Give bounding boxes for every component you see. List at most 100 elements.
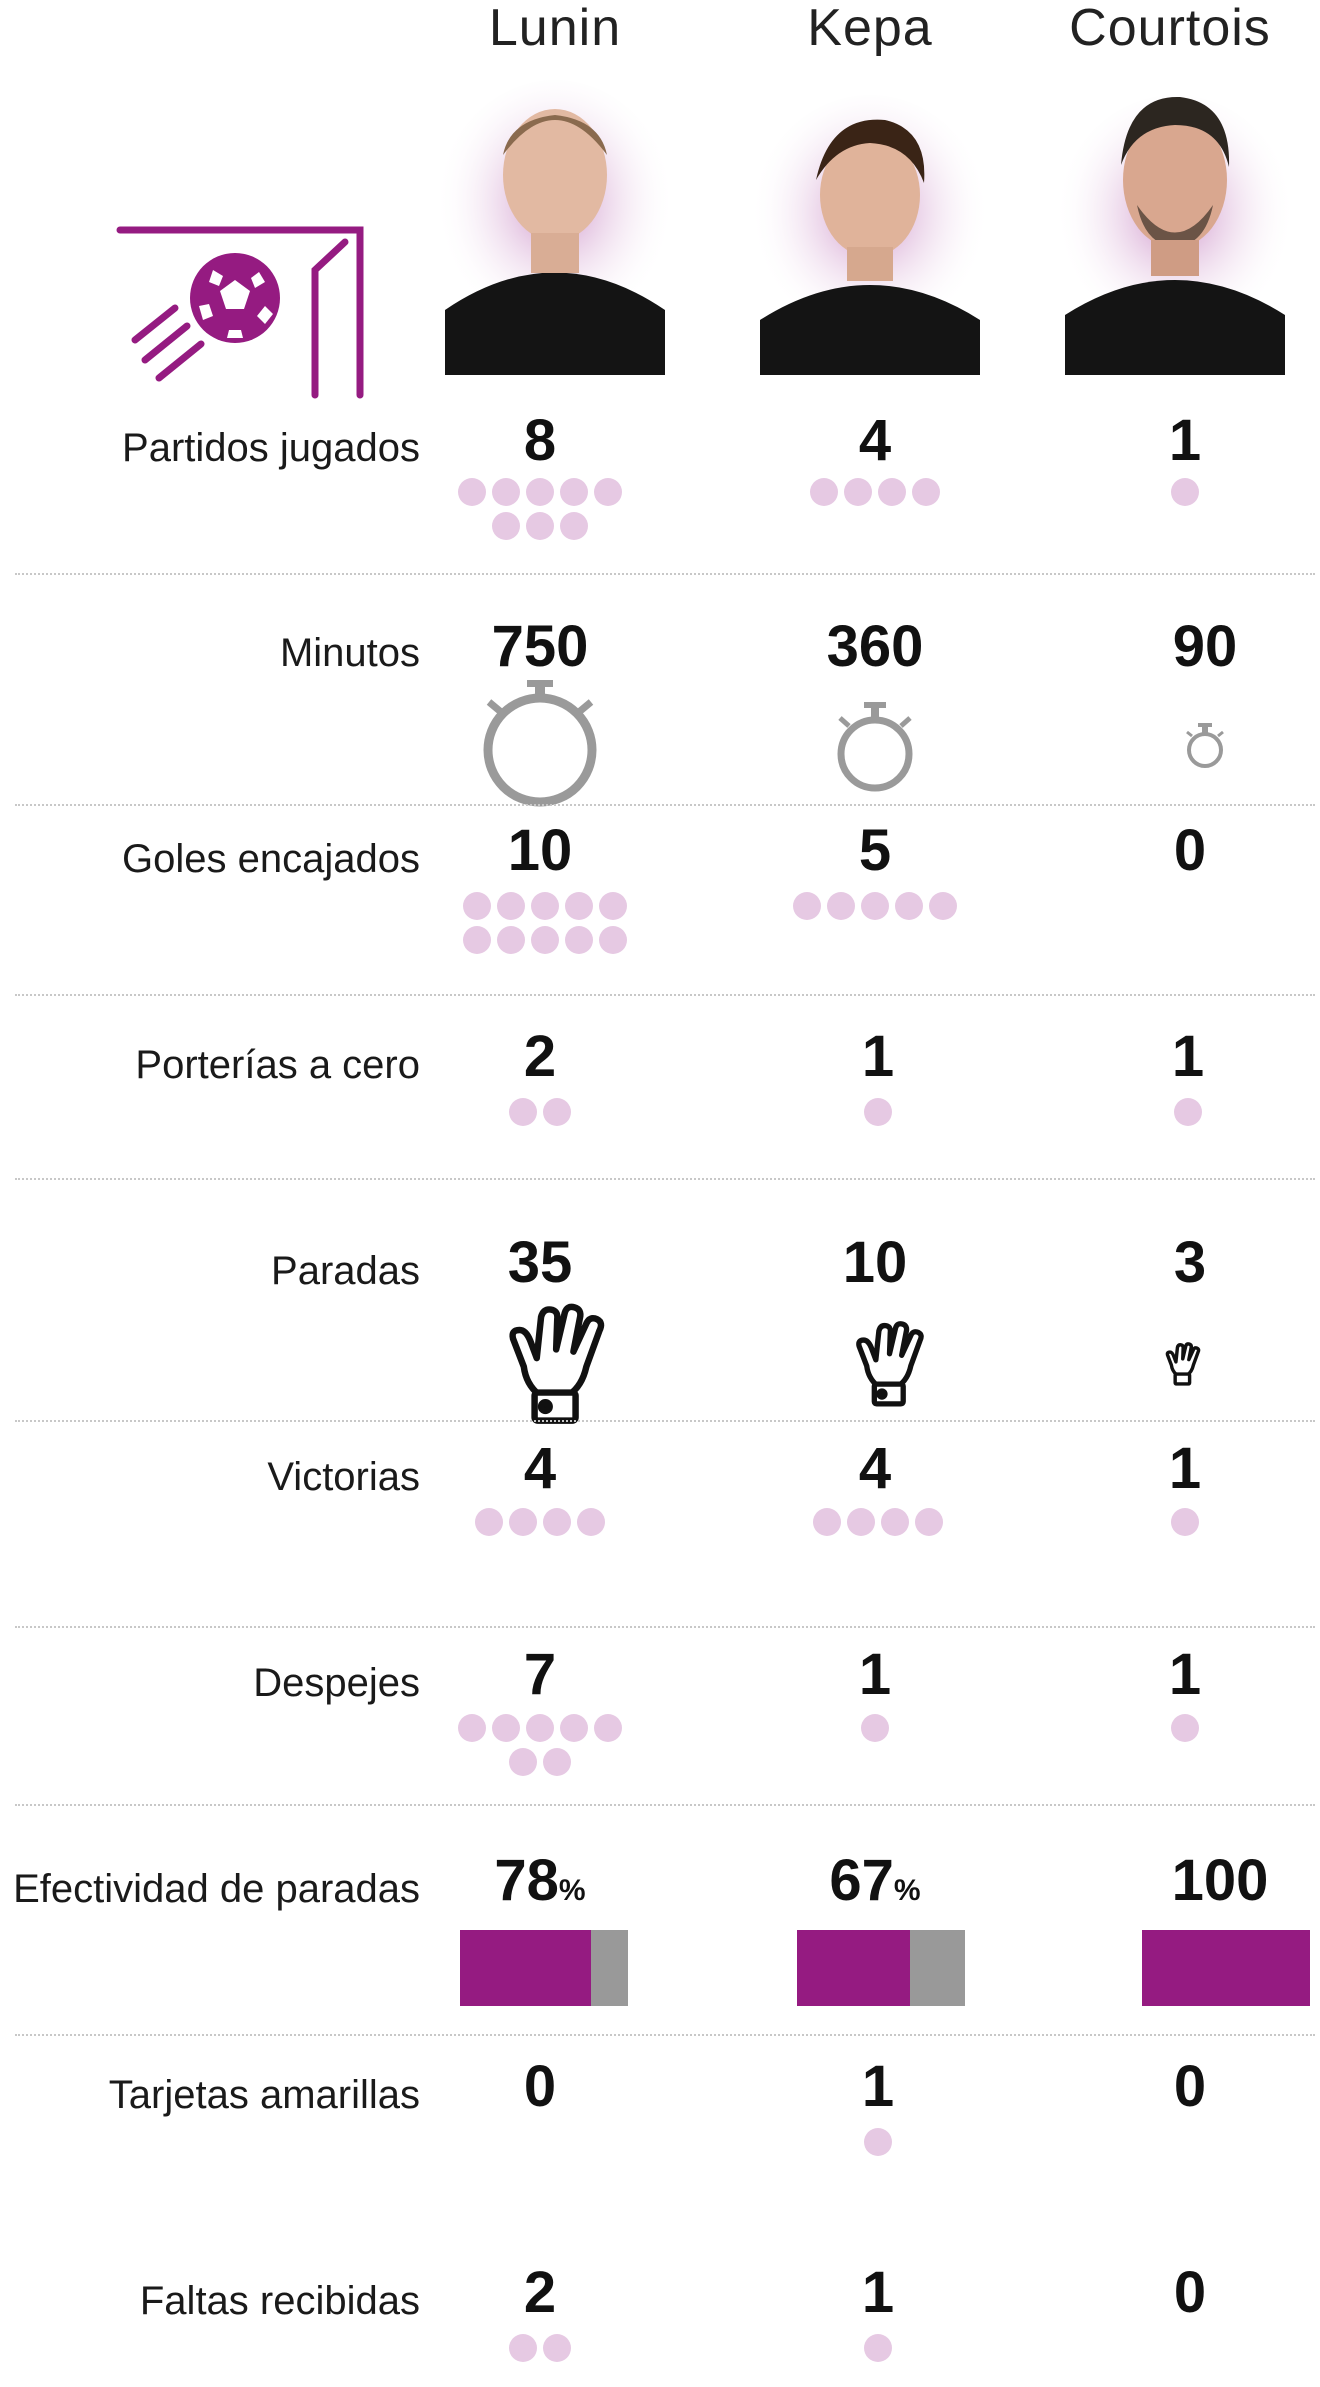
goalkeeper-glove-icon (856, 1321, 924, 1407)
count-dot (509, 1098, 537, 1126)
dot-group-lunin (420, 1508, 660, 1536)
stopwatch-icon (837, 702, 913, 792)
dot-group-lunin (460, 892, 630, 954)
stat-value-lunin: 35 (507, 1230, 573, 1295)
stat-value-lunin: 2 (523, 1024, 557, 1089)
dot-group-kepa (758, 1508, 998, 1536)
stat-label: Tarjetas amarillas (108, 2073, 420, 2117)
count-dot (915, 1508, 943, 1536)
count-dot (560, 1714, 588, 1742)
count-dot (864, 2128, 892, 2156)
effectiveness-bar-fill (797, 1930, 910, 2006)
dot-group-kepa (758, 2334, 998, 2362)
count-dot (861, 892, 889, 920)
count-dot (475, 1508, 503, 1536)
stat-value-lunin: 7 (523, 1642, 557, 1707)
stat-value-lunin: 2 (523, 2260, 557, 2325)
count-dot (881, 1508, 909, 1536)
count-dot (793, 892, 821, 920)
stat-value-courtois: 90 (1172, 614, 1238, 679)
count-dot (543, 1748, 571, 1776)
count-dot (813, 1508, 841, 1536)
row-divider (15, 1626, 1315, 1628)
count-dot (1174, 1098, 1202, 1126)
dot-group-courtois (1065, 1508, 1305, 1536)
dot-group-courtois (1065, 1714, 1305, 1742)
stat-label: Goles encajados (122, 837, 420, 881)
count-dot (878, 478, 906, 506)
row-divider (15, 573, 1315, 575)
count-dot (1171, 1508, 1199, 1536)
count-dot (543, 1508, 571, 1536)
dot-group-lunin (420, 2334, 660, 2362)
effectiveness-bar-fill (460, 1930, 592, 2006)
goalkeeper-goal-ball-icon (116, 226, 364, 399)
row-divider (15, 2034, 1315, 2036)
player-name: Courtois (1069, 0, 1271, 57)
stat-value-courtois: 100 (1100, 1850, 1320, 1922)
stat-value-courtois: 3 (1173, 1230, 1207, 1295)
stat-value-kepa: 1 (858, 1642, 892, 1707)
effectiveness-bar-fill (1142, 1930, 1310, 2006)
count-dot (565, 926, 593, 954)
player-photo (435, 80, 675, 375)
stat-value-lunin: 78% (420, 1850, 660, 1922)
player-name: Lunin (488, 0, 622, 57)
count-dot (1171, 478, 1199, 506)
stat-value-kepa: 1 (861, 1024, 895, 1089)
count-dot (509, 2334, 537, 2362)
count-dot (463, 926, 491, 954)
player-photo (1055, 95, 1295, 375)
count-dot (929, 892, 957, 920)
effectiveness-bar-courtois (1142, 1930, 1310, 2006)
count-dot (543, 1098, 571, 1126)
count-dot (565, 892, 593, 920)
count-dot (847, 1508, 875, 1536)
stat-value-kepa: 4 (858, 408, 892, 473)
stat-value-courtois: 1 (1168, 1642, 1202, 1707)
count-dot (864, 2334, 892, 2362)
stat-value-courtois: 0 (1173, 2054, 1207, 2119)
count-dot (531, 926, 559, 954)
dot-group-lunin (420, 1098, 660, 1126)
dot-group-courtois (1065, 478, 1305, 506)
dot-group-lunin (420, 478, 630, 540)
count-dot (458, 478, 486, 506)
stat-value-lunin: 10 (507, 818, 573, 883)
dot-group-kepa (758, 2128, 998, 2156)
stat-label: Faltas recibidas (139, 2279, 420, 2323)
count-dot (594, 1714, 622, 1742)
count-dot (543, 2334, 571, 2362)
count-dot (526, 478, 554, 506)
stat-value-kepa: 4 (858, 1436, 892, 1501)
count-dot (526, 1714, 554, 1742)
count-dot (864, 1098, 892, 1126)
dot-group-kepa (755, 1714, 995, 1742)
percent-value: 78 (494, 1848, 559, 1913)
stat-label: Efectividad de paradas (13, 1867, 420, 1911)
count-dot (458, 1714, 486, 1742)
stat-value-kepa: 1 (861, 2054, 895, 2119)
stat-value-lunin: 750 (491, 614, 589, 679)
dot-group-courtois (1068, 1098, 1308, 1126)
count-dot (844, 478, 872, 506)
effectiveness-bar-kepa (797, 1930, 965, 2006)
stat-label: Despejes (253, 1661, 420, 1705)
percent-value: 67 (829, 1848, 894, 1913)
count-dot (599, 926, 627, 954)
stat-value-courtois: 0 (1173, 818, 1207, 883)
stat-value-kepa: 5 (858, 818, 892, 883)
stat-label: Partidos jugados (122, 426, 420, 470)
dot-group-lunin (420, 1714, 630, 1776)
count-dot (497, 892, 525, 920)
dot-group-kepa (755, 892, 995, 920)
stat-value-lunin: 0 (523, 2054, 557, 2119)
goalkeeper-glove-icon (1165, 1342, 1201, 1386)
count-dot (912, 478, 940, 506)
count-dot (1171, 1714, 1199, 1742)
count-dot (509, 1748, 537, 1776)
count-dot (526, 512, 554, 540)
percent-value: 100 (1171, 1848, 1269, 1913)
count-dot (509, 1508, 537, 1536)
stopwatch-icon (1186, 723, 1224, 768)
